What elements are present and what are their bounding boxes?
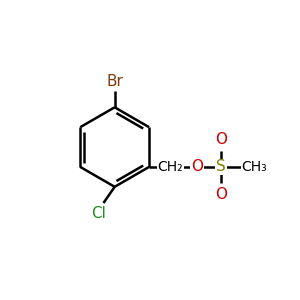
Text: Cl: Cl: [92, 206, 106, 221]
Text: O: O: [215, 187, 227, 202]
Text: CH₃: CH₃: [241, 160, 267, 174]
Text: CH₂: CH₂: [158, 160, 183, 174]
Text: O: O: [191, 159, 203, 174]
Text: S: S: [216, 159, 226, 174]
Text: Br: Br: [106, 74, 123, 89]
Text: O: O: [215, 132, 227, 147]
